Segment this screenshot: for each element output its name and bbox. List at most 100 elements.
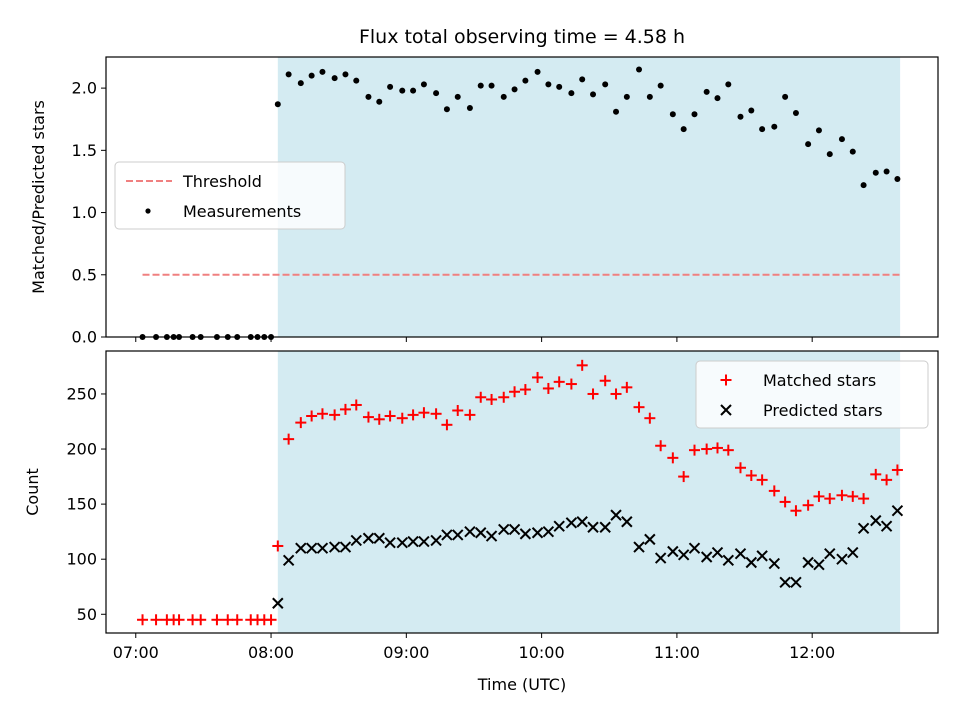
measurement-point (443, 106, 450, 113)
matched-star-point (542, 382, 554, 394)
predicted-star-point (362, 532, 375, 544)
matched-star-point (655, 440, 667, 452)
bottom-y-tick-label: 100 (66, 550, 97, 569)
measurement-point (579, 76, 586, 83)
predicted-star-point (441, 529, 453, 541)
matched-star-point (441, 419, 453, 431)
matched-star-point (486, 393, 498, 405)
predicted-star-point (407, 535, 419, 548)
matched-star-point (553, 376, 565, 388)
matched-star-point (222, 614, 234, 626)
cross-b (711, 546, 724, 559)
matched-star-point (802, 499, 814, 511)
matched-star-point (813, 490, 825, 502)
cross-b (779, 576, 791, 589)
predicted-star-point (565, 517, 578, 529)
measurement-point (545, 81, 552, 88)
matched-star-point (565, 378, 577, 390)
x-tick-label: 12:00 (789, 643, 835, 662)
matched-star-point (316, 408, 328, 420)
top-axes-frame (105, 56, 939, 338)
matched-star-point (295, 417, 307, 429)
measurement-point (714, 95, 721, 102)
predicted-star-point (498, 523, 510, 536)
cross-b (891, 505, 904, 517)
measurement-point (477, 82, 484, 89)
matched-star-point (211, 614, 223, 626)
matched-star-point (667, 452, 679, 464)
cross-b (475, 527, 487, 539)
cross-b (553, 520, 565, 532)
predicted-star-point (576, 516, 588, 528)
measurement-point (792, 110, 799, 116)
matched-star-point (150, 614, 162, 626)
cross-b (339, 541, 352, 553)
matched-star-point (532, 371, 544, 383)
matched-star-point (633, 401, 645, 413)
matched-star-point (272, 540, 284, 552)
cross-b (610, 509, 622, 521)
measurement-point (669, 111, 676, 118)
measurement-point (826, 151, 833, 158)
matched-star-point (599, 375, 611, 387)
cross-b (316, 542, 329, 554)
predicted-star-point (745, 556, 758, 569)
cross-b (373, 532, 385, 544)
bottom-y-tick-label: 250 (66, 384, 97, 403)
cross-b (384, 536, 396, 549)
top-y-tick-label: 0.0 (72, 328, 97, 347)
cross-b (508, 523, 521, 536)
cross-b (768, 557, 781, 570)
measurement-point (805, 141, 812, 148)
bottom-y-tick-label: 150 (66, 495, 97, 514)
predicted-star-point (418, 535, 430, 548)
cross-b (654, 552, 667, 564)
cross-b (464, 525, 476, 538)
measurement-point (815, 127, 822, 134)
cross-b (824, 547, 836, 560)
matched-star-point (418, 407, 430, 419)
predicted-star-point (644, 533, 656, 546)
bottom-y-axis-label: Count (23, 468, 42, 516)
measurement-point (308, 72, 315, 79)
measurement-point (534, 68, 541, 75)
bottom-y-tick-label: 50 (77, 605, 97, 624)
predicted-star-point (836, 553, 848, 565)
cross-b (576, 516, 588, 528)
x-tick-label: 07:00 (113, 643, 159, 662)
cross-b (802, 556, 814, 569)
predicted-star-point (339, 541, 352, 553)
matched-star-point (452, 404, 464, 416)
predicted-star-point (587, 521, 599, 533)
matched-star-point (173, 614, 185, 626)
predicted-star-point (452, 529, 464, 541)
cross-b (688, 542, 701, 554)
matched-star-point (475, 391, 487, 403)
predicted-star-point (688, 542, 701, 554)
predicted-star-point (430, 534, 442, 547)
top-y-tick-label: 1.0 (72, 203, 97, 222)
measurement-point (849, 148, 856, 155)
measurement-point (737, 113, 744, 120)
matched-star-point (678, 471, 690, 483)
predicted-star-point (295, 542, 307, 554)
cross-b (836, 553, 848, 565)
measurement-point (285, 71, 292, 78)
cross-b (587, 521, 599, 533)
cross-b (633, 541, 645, 553)
x-tick-label: 09:00 (383, 643, 429, 662)
predicted-star-point (667, 545, 679, 558)
measurement-point (872, 169, 879, 176)
bottom-panel: 50 100 150 200 250 07:00 08:00 09:00 10:00 11:00 1… (66, 350, 939, 662)
predicted-star-point (722, 554, 735, 567)
cross-b (519, 528, 532, 540)
predicted-star-point (756, 550, 768, 562)
predicted-legend-label: Predicted stars (763, 401, 883, 420)
measurement-point (657, 82, 664, 89)
predicted-star-point (813, 558, 825, 571)
matched-star-point (283, 433, 295, 445)
measurement-point (342, 71, 349, 78)
predicted-star-point (768, 557, 781, 570)
matched-star-point (688, 444, 700, 456)
